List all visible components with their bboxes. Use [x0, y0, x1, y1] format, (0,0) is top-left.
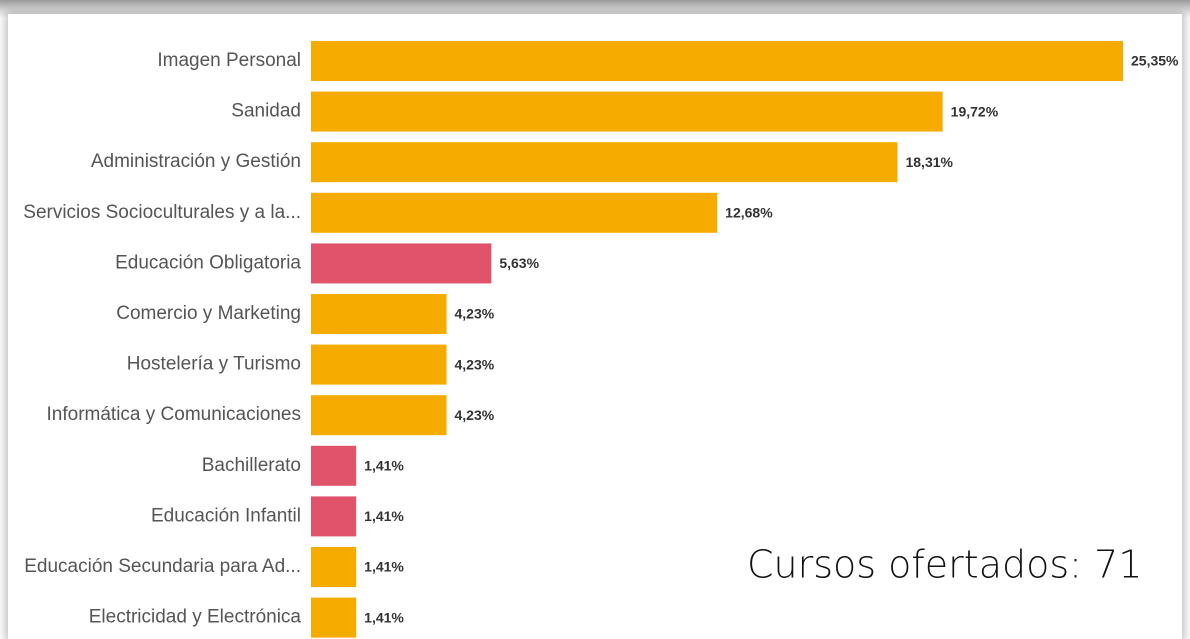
category-label: Sanidad	[231, 101, 301, 122]
value-label: 4,23%	[454, 306, 494, 322]
value-label: 1,41%	[364, 458, 404, 474]
category-label: Bachillerato	[202, 455, 301, 476]
value-label: 4,23%	[454, 407, 494, 423]
category-label: Educación Obligatoria	[115, 252, 301, 273]
bar	[311, 41, 1123, 81]
category-label: Educación Secundaria para Ad...	[24, 556, 301, 577]
category-label: Informática y Comunicaciones	[47, 404, 302, 425]
bar	[311, 547, 357, 587]
annotation: Cursos ofertados: 71	[747, 543, 1142, 587]
value-label: 19,72%	[951, 103, 999, 119]
value-label: 1,41%	[364, 559, 404, 575]
category-label: Administración y Gestión	[91, 151, 301, 172]
value-label: 12,68%	[725, 205, 773, 221]
value-label: 1,41%	[364, 508, 404, 524]
value-label: 1,41%	[364, 609, 404, 625]
bar	[311, 395, 447, 436]
value-label: 5,63%	[499, 255, 539, 271]
category-label: Servicios Socioculturales y a la...	[23, 202, 301, 223]
category-label: Comercio y Marketing	[116, 303, 301, 324]
bar	[311, 192, 718, 233]
bar	[311, 597, 357, 638]
category-label: Imagen Personal	[157, 50, 301, 71]
bar	[311, 243, 492, 284]
bar	[311, 496, 357, 537]
category-label: Hostelería y Turismo	[127, 354, 301, 375]
value-label: 25,35%	[1131, 53, 1179, 69]
bar	[311, 91, 943, 132]
value-label: 4,23%	[454, 356, 494, 372]
category-label: Educación Infantil	[151, 505, 301, 526]
bar	[311, 294, 447, 334]
bar	[311, 445, 357, 486]
value-label: 18,31%	[905, 154, 953, 170]
bar	[311, 142, 898, 183]
category-label: Electricidad y Electrónica	[89, 607, 302, 628]
bar	[311, 344, 447, 385]
